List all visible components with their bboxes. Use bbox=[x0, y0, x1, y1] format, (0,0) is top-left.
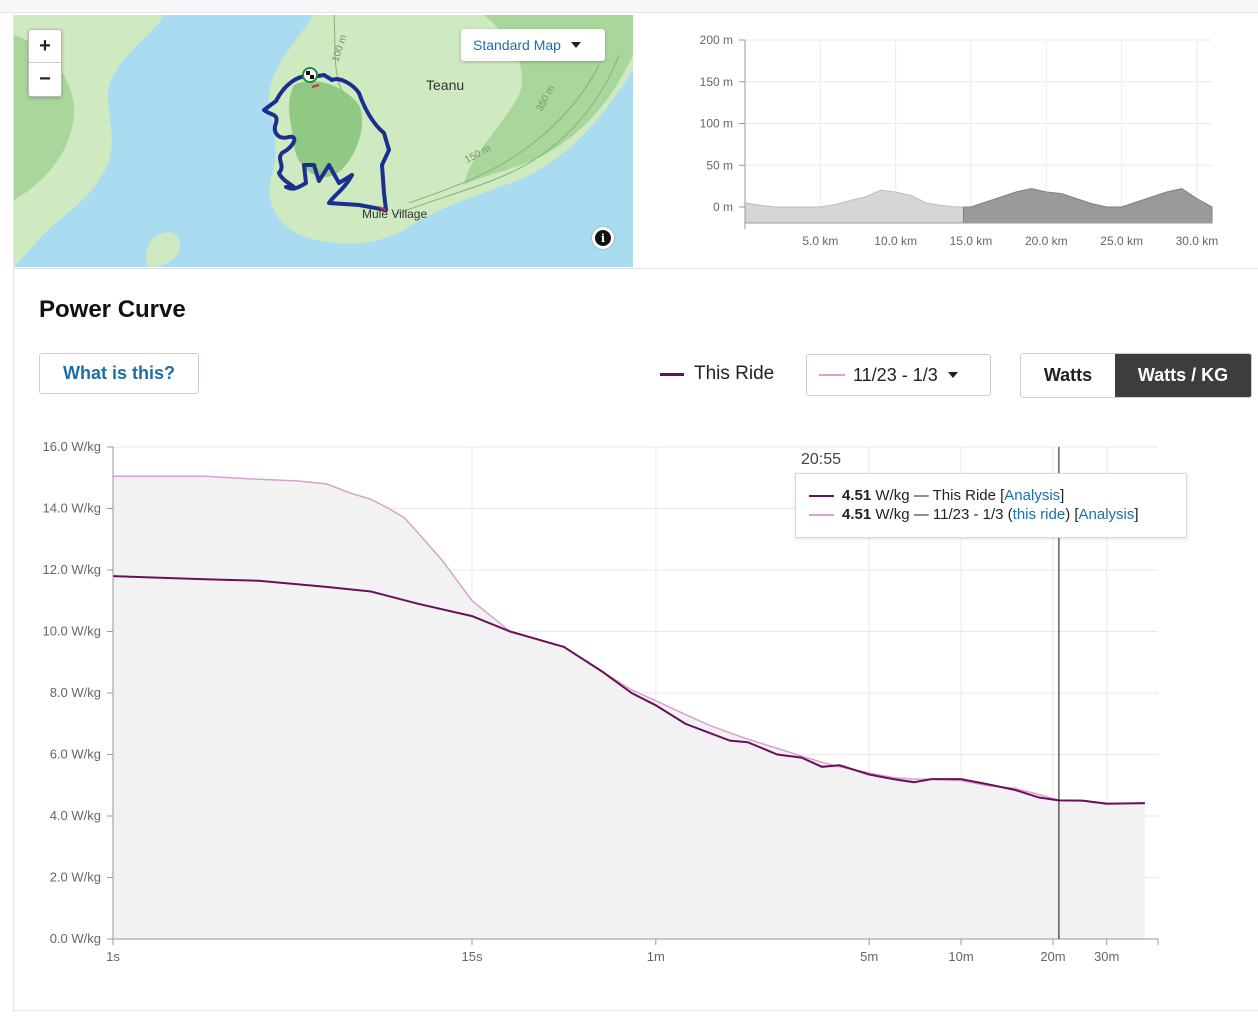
contour-line bbox=[408, 64, 600, 204]
elevation-y-tick-label: 0 m bbox=[713, 200, 733, 214]
unit-toggle: Watts Watts / KG bbox=[1020, 353, 1252, 398]
legend-swatch bbox=[819, 374, 845, 376]
power-y-tick-label: 16.0 W/kg bbox=[42, 439, 101, 454]
legend-swatch bbox=[660, 372, 684, 376]
elevation-y-tick-label: 200 m bbox=[700, 33, 733, 47]
power-y-tick-label: 12.0 W/kg bbox=[42, 562, 101, 577]
tooltip-row-range: 4.51 W/kg — 11/23 - 1/3 (this ride) [Ana… bbox=[809, 505, 1186, 524]
power-y-tick-label: 10.0 W/kg bbox=[42, 624, 101, 639]
legend-this-ride: This Ride bbox=[660, 363, 774, 385]
legend-swatch bbox=[809, 494, 834, 497]
power-x-tick-label: 1s bbox=[106, 949, 120, 964]
contour-line bbox=[333, 15, 345, 96]
map-style-select[interactable]: Standard Map bbox=[461, 29, 605, 61]
elevation-area-highlight bbox=[962, 188, 1213, 224]
tooltip-time: 20:55 bbox=[801, 451, 842, 468]
date-range-label: 11/23 - 1/3 bbox=[853, 364, 938, 385]
panel-border bbox=[13, 12, 14, 1012]
power-x-tick-label: 15s bbox=[462, 949, 483, 964]
checkered-flag-icon bbox=[302, 67, 318, 83]
power-x-tick-label: 1m bbox=[647, 949, 665, 964]
this-ride-link[interactable]: this ride bbox=[1012, 506, 1066, 523]
power-y-tick-label: 2.0 W/kg bbox=[50, 870, 101, 885]
power-x-tick-label: 10m bbox=[948, 949, 973, 964]
legend-label: This Ride bbox=[694, 363, 775, 384]
power-y-tick-label: 14.0 W/kg bbox=[42, 501, 101, 516]
power-y-tick-label: 6.0 W/kg bbox=[50, 747, 101, 762]
toggle-watts[interactable]: Watts bbox=[1021, 354, 1115, 397]
map-style-label: Standard Map bbox=[473, 37, 561, 53]
power-series-range bbox=[113, 475, 1145, 805]
date-range-select[interactable]: 11/23 - 1/3 bbox=[806, 354, 991, 396]
power-y-tick-label: 0.0 W/kg bbox=[50, 931, 101, 946]
elevation-x-tick-label: 5.0 km bbox=[802, 234, 838, 248]
chevron-down-icon bbox=[570, 42, 581, 48]
power-y-tick-label: 4.0 W/kg bbox=[50, 808, 101, 823]
tooltip-text: ] bbox=[1060, 487, 1065, 504]
power-x-tick-label: 20m bbox=[1040, 949, 1065, 964]
elevation-x-tick-label: 10.0 km bbox=[874, 234, 917, 248]
power-y-tick-label: 8.0 W/kg bbox=[50, 685, 101, 700]
top-strip bbox=[0, 0, 1258, 13]
power-curve-chart[interactable]: 0.0 W/kg 2.0 W/kg 4.0 W/kg 6.0 W/kg 8.0 W/kg… bbox=[0, 430, 1200, 970]
map-zoom-control: + − bbox=[28, 29, 62, 97]
info-glyph: i bbox=[595, 230, 611, 246]
power-series-this-ride bbox=[112, 575, 1145, 805]
elevation-x-tick-label: 20.0 km bbox=[1025, 234, 1068, 248]
what-is-this-button[interactable]: What is this? bbox=[39, 353, 199, 394]
tooltip-text: W/kg — 11/23 - 1/3 ( bbox=[875, 506, 1013, 523]
panel-border-bottom bbox=[13, 1010, 1258, 1011]
zoom-out-icon[interactable]: − bbox=[29, 62, 61, 95]
tooltip-text: W/kg — This Ride [ bbox=[875, 487, 1005, 504]
tooltip-text: ] bbox=[1134, 506, 1139, 523]
elevation-x-tick-label: 25.0 km bbox=[1100, 234, 1143, 248]
tooltip-value: 4.51 bbox=[842, 487, 872, 504]
power-x-tick-label: 30m bbox=[1094, 949, 1119, 964]
tooltip-value: 4.51 bbox=[842, 506, 872, 523]
land-interior-hills bbox=[289, 81, 363, 177]
land-islet bbox=[146, 232, 181, 267]
section-divider bbox=[13, 268, 1258, 269]
power-x-tick-label: 5m bbox=[860, 949, 878, 964]
toggle-watts-per-kg[interactable]: Watts / KG bbox=[1115, 354, 1251, 397]
page-title: Power Curve bbox=[39, 296, 186, 323]
chevron-down-icon bbox=[947, 372, 958, 378]
map-label-teanu: Teanu bbox=[426, 77, 465, 93]
tooltip-row-this-ride: 4.51 W/kg — This Ride [Analysis] bbox=[809, 486, 1186, 505]
elevation-y-tick-label: 150 m bbox=[700, 75, 733, 89]
elevation-y-tick-label: 100 m bbox=[700, 117, 733, 131]
legend-swatch bbox=[809, 513, 834, 516]
route-highlight bbox=[311, 84, 387, 211]
map-label-village: Mule Village bbox=[362, 207, 428, 221]
elevation-y-tick-label: 50 m bbox=[706, 158, 733, 172]
elevation-chart[interactable]: 200 m 150 m 100 m 50 m 0 m 5.0 km 10.0 km 15.0 … bbox=[660, 22, 1240, 252]
zoom-in-icon[interactable]: + bbox=[39, 34, 51, 57]
tooltip-text: ) [ bbox=[1065, 506, 1079, 523]
power-range-area bbox=[113, 476, 1145, 939]
info-icon[interactable]: i bbox=[592, 227, 614, 249]
analysis-link[interactable]: Analysis bbox=[1078, 506, 1135, 523]
route-line bbox=[262, 73, 391, 212]
chart-tooltip: 4.51 W/kg — This Ride [Analysis] 4.51 W/… bbox=[795, 473, 1187, 538]
elevation-x-tick-label: 30.0 km bbox=[1176, 234, 1219, 248]
elevation-x-tick-label: 15.0 km bbox=[950, 234, 993, 248]
analysis-link[interactable]: Analysis bbox=[1004, 487, 1061, 504]
contour-line bbox=[393, 54, 620, 216]
